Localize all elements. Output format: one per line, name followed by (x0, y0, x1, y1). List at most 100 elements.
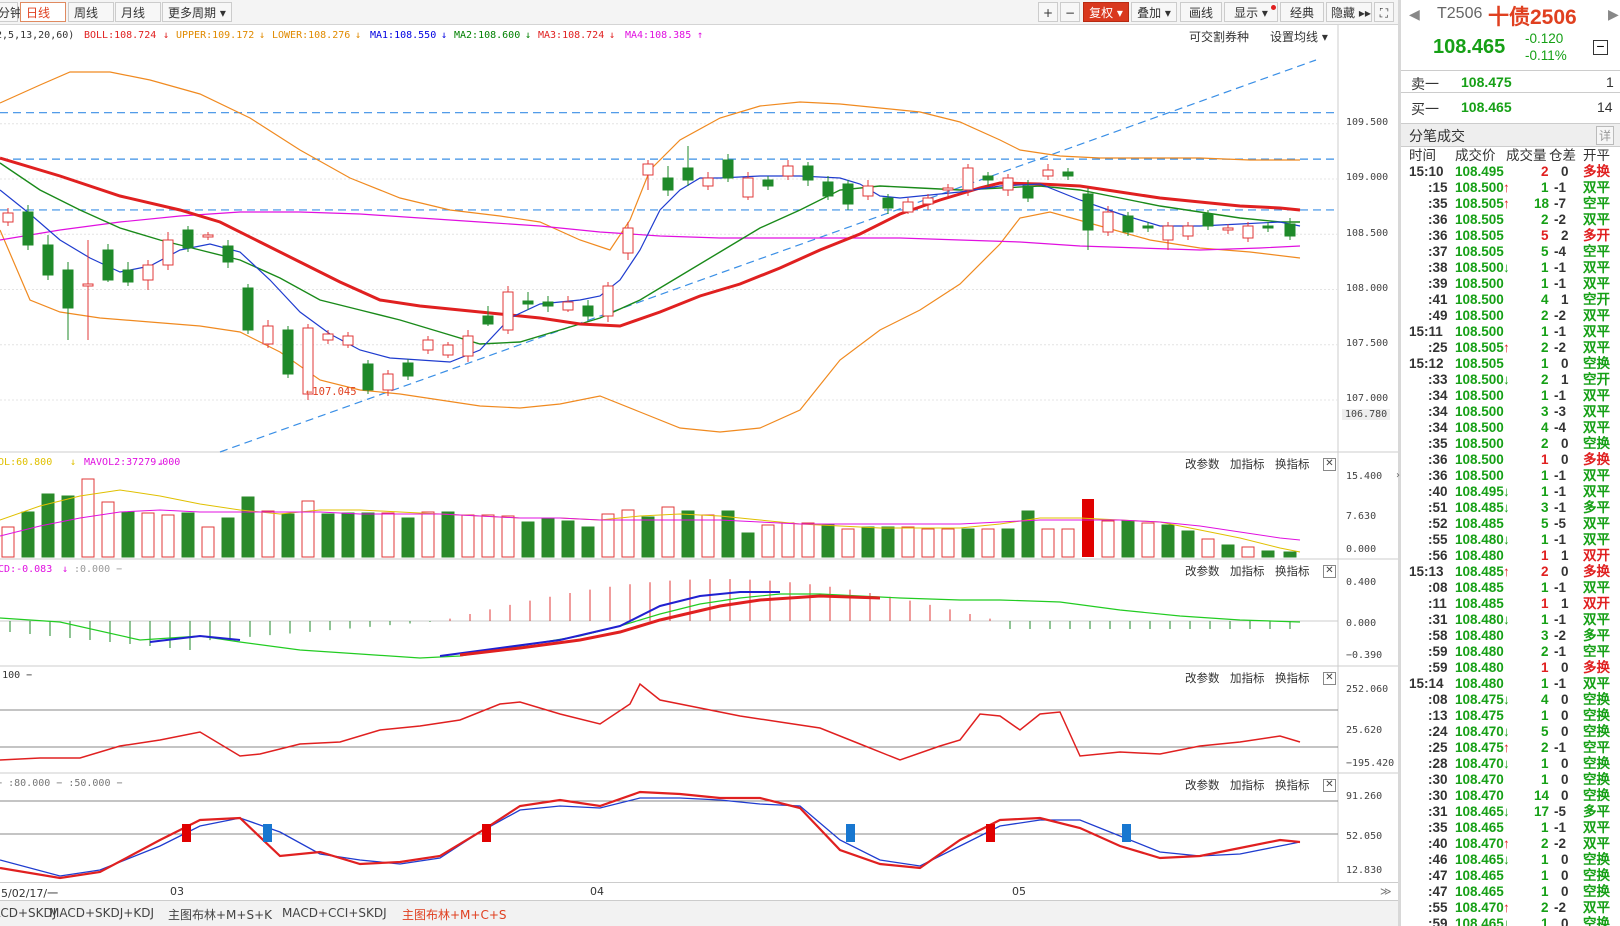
tick-price: 108.500 (1455, 324, 1504, 339)
volume-bar (901, 526, 915, 558)
tick-oi-change: 0 (1561, 724, 1569, 739)
display-dropdown[interactable]: 显示 ▾ (1224, 2, 1278, 22)
vol-y-15400: 15.400 (1346, 471, 1383, 482)
kdj-switch-indicator-button[interactable]: 换指标 (1275, 778, 1310, 792)
kdj-edit-params-button[interactable]: 改参数 (1185, 778, 1220, 792)
volume-bar (1041, 528, 1055, 558)
scroll-right-icon[interactable]: ≫ (1380, 885, 1392, 898)
tick-oi-change: 0 (1561, 452, 1569, 467)
tab-macd-skdj-kdj[interactable]: MACD+SKDJ+KDJ (49, 906, 154, 920)
tick-volume: 1 (1541, 852, 1549, 867)
kdj-signal-marker (263, 824, 272, 842)
tick-open-close: 空换 (1583, 868, 1610, 883)
volume-bar (501, 515, 515, 558)
zoom-out-button[interactable]: − (1060, 2, 1080, 22)
ma-settings-dropdown[interactable]: 设置均线 ▾ (1270, 30, 1328, 44)
candle-body (962, 167, 974, 191)
draw-line-button[interactable]: 画线 (1180, 2, 1222, 22)
splitter-handle-icon[interactable]: › (1396, 470, 1400, 481)
fullscreen-icon[interactable]: ⛶ (1374, 2, 1394, 22)
candle-body (662, 177, 674, 191)
tick-volume: 1 (1541, 916, 1549, 926)
hide-button[interactable]: 隐藏 ▸▸ (1326, 2, 1372, 22)
volume-bar (1, 526, 15, 558)
period-daily-button[interactable]: 日线 (20, 2, 66, 22)
kdj-k-line (0, 797, 1301, 877)
kdj-value: KDJ − :80.000 − :50.000 − (0, 778, 123, 789)
header-price: 成交价 (1455, 148, 1496, 163)
zoom-in-button[interactable]: + (1038, 2, 1058, 22)
tick-price: 108.470 (1455, 756, 1504, 771)
candle-body (682, 167, 694, 181)
tick-time: :34 (1428, 388, 1448, 403)
period-weekly-button[interactable]: 周线 (68, 2, 114, 22)
volume-switch-indicator-button[interactable]: 换指标 (1275, 457, 1310, 471)
macd-switch-indicator-button[interactable]: 换指标 (1275, 564, 1310, 578)
tick-time: :59 (1428, 660, 1448, 675)
prev-contract-icon[interactable]: ◀ (1409, 6, 1420, 22)
cci-edit-params-button[interactable]: 改参数 (1185, 671, 1220, 685)
tick-open-close: 空换 (1583, 756, 1610, 771)
overlay-dropdown[interactable]: 叠加 ▾ (1131, 2, 1177, 22)
candle-body (902, 201, 914, 213)
cci-close-icon[interactable]: ✕ (1323, 672, 1336, 685)
tick-volume: 5 (1541, 724, 1549, 739)
tick-direction-icon: ↓ (1503, 804, 1510, 819)
macd-add-indicator-button[interactable]: 加指标 (1230, 564, 1265, 578)
classic-button[interactable]: 经典 (1280, 2, 1324, 22)
candle-body (982, 175, 994, 181)
kdj-add-indicator-button[interactable]: 加指标 (1230, 778, 1265, 792)
tick-oi-change: 1 (1561, 292, 1569, 307)
tick-direction-icon: ↑ (1503, 900, 1510, 915)
candle-body (242, 287, 254, 331)
cci-switch-indicator-button[interactable]: 换指标 (1275, 671, 1310, 685)
period-monthly-button[interactable]: 月线 (115, 2, 161, 22)
macd-value: MACD:-0.083 (0, 564, 53, 575)
more-periods-dropdown[interactable]: 更多周期 ▾ (162, 2, 232, 22)
tick-row: 15:13 108.485 ↑ 2 0 多换 (1401, 564, 1620, 580)
candle-body (182, 229, 194, 249)
tab-boll-m-c-s[interactable]: 主图布林+M+C+S (402, 908, 507, 922)
tick-detail-button[interactable]: 详 (1596, 126, 1615, 145)
macd-close-icon[interactable]: ✕ (1323, 565, 1336, 578)
kdj-close-icon[interactable]: ✕ (1323, 779, 1336, 792)
tick-row: :39 108.500 1 -1 双平 (1401, 276, 1620, 292)
tick-open-close: 双平 (1583, 404, 1610, 419)
main-indicator-legend: (2,5,13,20,60) BOLL:108.724 ↓ UPPER:109.… (0, 27, 1398, 45)
tick-price: 108.465 (1455, 916, 1504, 926)
tick-price: 108.470 (1455, 772, 1504, 787)
tick-oi-change: 0 (1561, 788, 1569, 803)
volume-add-indicator-button[interactable]: 加指标 (1230, 457, 1265, 471)
candle-body (142, 264, 154, 281)
deliverable-bonds-link[interactable]: 可交割券种 (1189, 30, 1250, 44)
volume-edit-params-button[interactable]: 改参数 (1185, 457, 1220, 471)
candle-body (1122, 215, 1134, 233)
tab-macd-skdj[interactable]: MACD+SKDJ (0, 906, 57, 920)
cci-add-indicator-button[interactable]: 加指标 (1230, 671, 1265, 685)
tick-time: :28 (1428, 756, 1448, 771)
next-contract-icon[interactable]: ▶ (1608, 6, 1619, 22)
volume-close-icon[interactable]: ✕ (1323, 458, 1336, 471)
tick-volume: 4 (1541, 692, 1549, 707)
panel-splitter[interactable]: › (1396, 0, 1401, 926)
macd-edit-params-button[interactable]: 改参数 (1185, 564, 1220, 578)
volume-bar (181, 512, 195, 558)
volume-bar (961, 528, 975, 558)
x-axis-month-04: 04 (590, 885, 604, 898)
period-minute-button[interactable]: 分钟 (0, 2, 22, 22)
tick-volume: 1 (1541, 660, 1549, 675)
kdj-j-line (0, 790, 1301, 880)
tick-time: 15:13 (1409, 564, 1444, 579)
tick-open-close: 双平 (1583, 900, 1610, 915)
volume-bar (1101, 520, 1115, 558)
tick-open-close: 空换 (1583, 852, 1610, 867)
adjust-dropdown[interactable]: 复权 ▾ (1083, 2, 1129, 22)
candle-body (862, 185, 874, 197)
tab-macd-cci-skdj[interactable]: MACD+CCI+SKDJ (282, 906, 387, 920)
candlestick-chart[interactable] (0, 0, 1398, 882)
tab-boll-m-s-k[interactable]: 主图布林+M+S+K (168, 908, 273, 922)
tick-direction-icon: ↑ (1503, 180, 1510, 195)
bid-label: 买一 (1411, 101, 1439, 117)
tick-row: 15:11 108.500 1 -1 双平 (1401, 324, 1620, 340)
collapse-icon[interactable]: − (1593, 39, 1608, 55)
